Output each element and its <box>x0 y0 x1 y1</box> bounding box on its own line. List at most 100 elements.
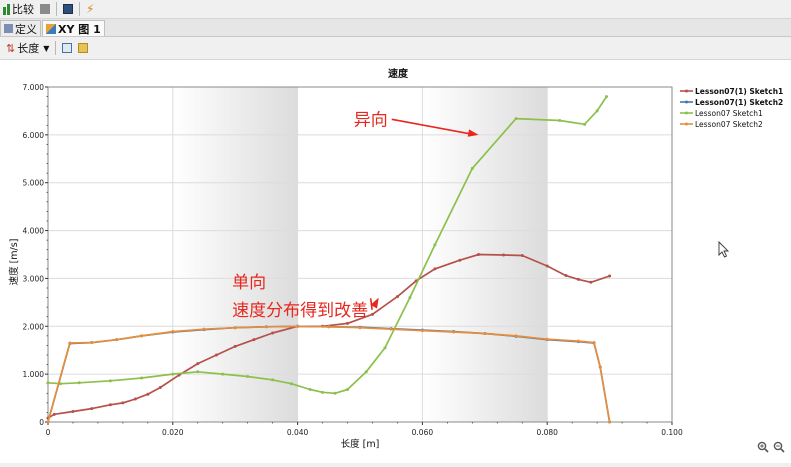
plot-toolbar: ⇅ 长度 ▼ <box>0 37 791 60</box>
data-point <box>583 122 587 126</box>
save-button[interactable] <box>60 1 76 17</box>
legend-swatch-marker <box>685 100 688 104</box>
legend-entry: Lesson07(1) Sketch1 <box>680 87 783 96</box>
tab-definition[interactable]: 定义 <box>0 20 41 36</box>
data-point <box>433 267 437 271</box>
chevron-down-icon: ▼ <box>43 43 50 53</box>
y-tick-label: 5.000 <box>23 179 45 188</box>
data-point <box>589 280 593 284</box>
data-point <box>133 397 137 401</box>
series-4 <box>46 324 612 424</box>
data-point <box>395 295 399 299</box>
toolbar-divider <box>55 41 57 55</box>
data-point <box>598 365 602 369</box>
data-point <box>483 331 487 335</box>
toolbar-divider <box>79 2 80 16</box>
data-point <box>333 391 337 395</box>
zoom-in-icon[interactable] <box>757 441 769 453</box>
legend-entry: Lesson07(1) Sketch2 <box>680 98 783 107</box>
stop-button[interactable] <box>37 1 53 17</box>
data-point <box>514 117 518 121</box>
data-point <box>595 109 599 113</box>
data-point <box>458 258 462 262</box>
data-point <box>576 339 580 343</box>
y-tick-label: 3.000 <box>23 274 45 283</box>
annotation-arrow-shaft <box>391 118 471 135</box>
data-point <box>140 376 144 380</box>
data-point <box>558 119 562 122</box>
data-point <box>233 344 237 348</box>
data-point <box>477 253 481 256</box>
x-tick-label: 0.100 <box>661 428 683 437</box>
copy-icon <box>62 43 73 53</box>
data-point <box>383 346 387 350</box>
data-point <box>46 381 50 385</box>
data-point <box>545 337 549 341</box>
data-point <box>46 420 50 424</box>
annotation-label: 速度分布得到改善 <box>232 301 368 321</box>
annotation-arrowhead <box>467 129 479 137</box>
data-point <box>327 325 331 329</box>
data-point <box>264 325 268 329</box>
mouse-cursor-icon <box>718 240 730 258</box>
data-point <box>608 420 612 424</box>
copy-button[interactable] <box>59 40 75 56</box>
data-point <box>90 341 94 345</box>
xaxis-selector[interactable]: ⇅ 长度 ▼ <box>3 40 52 56</box>
data-point <box>592 341 596 345</box>
xaxis-label: 长度 <box>17 42 40 55</box>
y-tick-label: 6.000 <box>23 131 45 140</box>
legend-entry: Lesson07 Sketch1 <box>680 109 763 118</box>
tab-bar: 定义 XY 图 1 <box>0 19 791 37</box>
chart-title: 速度 <box>388 67 409 80</box>
tab-xy-plot[interactable]: XY 图 1 <box>42 20 105 36</box>
data-point <box>196 370 200 374</box>
data-point <box>608 274 612 278</box>
legend-swatch-marker <box>685 111 688 115</box>
data-point <box>520 253 524 257</box>
data-point <box>296 324 300 328</box>
data-point <box>77 381 81 385</box>
refresh-button[interactable]: ⚡ <box>83 1 97 17</box>
data-point <box>158 386 162 390</box>
legend-label: Lesson07 Sketch2 <box>695 120 763 129</box>
data-point <box>452 330 456 334</box>
x-tick-label: 0 <box>46 428 51 437</box>
data-point <box>221 372 225 376</box>
compare-button[interactable]: 比较 <box>0 1 37 17</box>
x-tick-label: 0.020 <box>162 428 184 437</box>
save-icon <box>63 4 73 14</box>
x-tick-label: 0.040 <box>287 428 309 437</box>
data-point <box>576 277 580 281</box>
data-point <box>246 375 250 379</box>
y-tick-label: 1.000 <box>23 370 45 379</box>
legend-label: Lesson07 Sketch1 <box>695 109 763 118</box>
zoom-out-icon[interactable] <box>773 441 785 453</box>
y-axis-label: 速度 [m/s] <box>8 239 20 286</box>
tab-label: XY 图 1 <box>58 22 101 36</box>
data-point <box>196 362 200 366</box>
annotation-label: 异向 <box>354 110 388 130</box>
plot-background <box>47 86 673 423</box>
annotation-arrowhead <box>370 297 379 309</box>
data-point <box>171 330 175 334</box>
data-point <box>604 95 608 99</box>
chart-area: 0 1.000 2.000 3.000 4.000 5.000 6.000 7.000 0 0.0… <box>0 60 791 463</box>
data-point <box>502 253 506 257</box>
plot-frame <box>47 86 673 423</box>
annotation-label: 单向 <box>232 273 266 293</box>
data-point <box>321 390 325 394</box>
data-point <box>271 378 275 382</box>
toolbar-divider <box>56 2 57 16</box>
tab-label: 定义 <box>15 22 37 36</box>
data-point <box>289 382 293 386</box>
data-point <box>308 387 312 391</box>
data-point <box>364 370 368 374</box>
data-point <box>514 334 518 338</box>
x-tick-label: 0.080 <box>536 428 558 437</box>
data-point <box>52 412 56 416</box>
data-point <box>358 326 362 330</box>
data-point <box>433 243 437 247</box>
data-point <box>68 341 72 345</box>
export-button[interactable] <box>75 40 91 56</box>
